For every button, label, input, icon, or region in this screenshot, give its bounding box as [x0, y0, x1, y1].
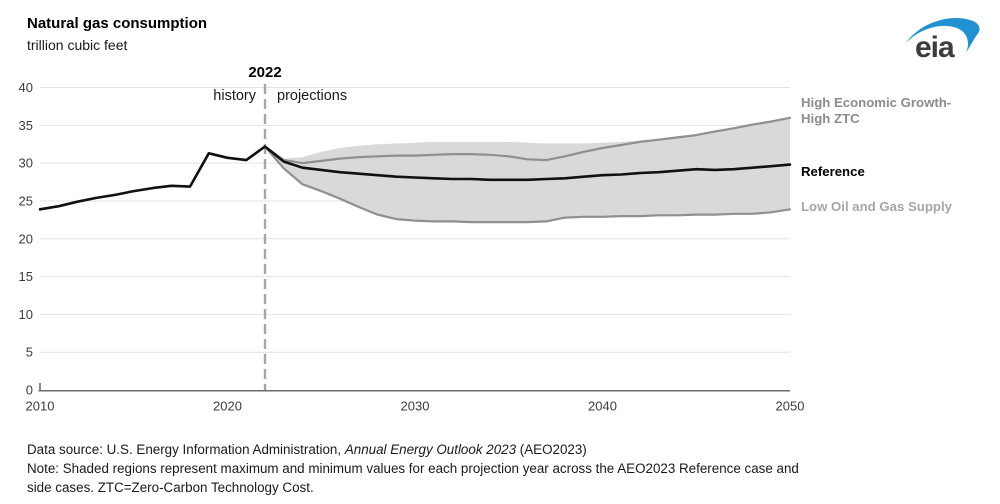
history-label: history	[213, 88, 256, 104]
eia-logo: eia	[903, 12, 981, 64]
y-tick-label: 0	[26, 383, 33, 398]
y-tick-label: 40	[19, 80, 33, 95]
x-tick-label: 2040	[588, 399, 617, 414]
reference-line	[38, 145, 792, 211]
series-label-high-line1: High Economic Growth-	[801, 95, 952, 110]
x-tick-label: 2020	[213, 399, 242, 414]
y-tick-label: 30	[19, 156, 33, 171]
y-tick-label: 25	[19, 193, 33, 208]
y-tick-label: 10	[19, 307, 33, 322]
x-tick-label: 2010	[26, 399, 55, 414]
divider-year-label: 2022	[248, 64, 282, 81]
chart-svg: 0 5 10 15 20 25 30 35 40 2010 2020 2030 2040 2050	[19, 80, 805, 414]
low-oil-gas-supply-line	[263, 145, 792, 224]
series-label-high-economic-growth: High Economic Growth- High ZTC	[801, 95, 991, 127]
plot-area: 0 5 10 15 20 25 30 35 40 2010 2020 2030 2040 2050	[19, 80, 805, 414]
y-tick-label: 15	[19, 269, 33, 284]
series-label-high-line2: High ZTC	[801, 111, 860, 126]
chart-units-subtitle: trillion cubic feet	[27, 37, 128, 53]
footer-notes: Data source: U.S. Energy Information Adm…	[27, 440, 987, 497]
eia-logo-swoosh-icon	[905, 17, 980, 53]
y-tick-label: 20	[19, 231, 33, 246]
eia-logo-graphic: eia	[905, 17, 980, 64]
projection-band	[265, 117, 790, 223]
footer-data-source: Data source: U.S. Energy Information Adm…	[27, 442, 587, 457]
y-tick-label: 35	[19, 118, 33, 133]
footer-note-line1: Note: Shaded regions represent maximum a…	[27, 461, 799, 476]
x-tick-label: 2030	[401, 399, 430, 414]
x-tick-label: 2050	[776, 399, 805, 414]
series-label-reference: Reference	[801, 164, 865, 179]
page-title: Natural gas consumption	[27, 15, 208, 32]
series-label-low-oil-gas-supply: Low Oil and Gas Supply	[801, 199, 952, 214]
eia-logo-text: eia	[915, 31, 955, 62]
footer-note-line2: side cases. ZTC=Zero-Carbon Technology C…	[27, 480, 314, 495]
y-tick-label: 5	[26, 345, 33, 360]
footer-italic-report-name: Annual Energy Outlook 2023	[344, 442, 517, 457]
high-economic-growth-line	[263, 116, 792, 165]
projections-label: projections	[277, 88, 348, 104]
